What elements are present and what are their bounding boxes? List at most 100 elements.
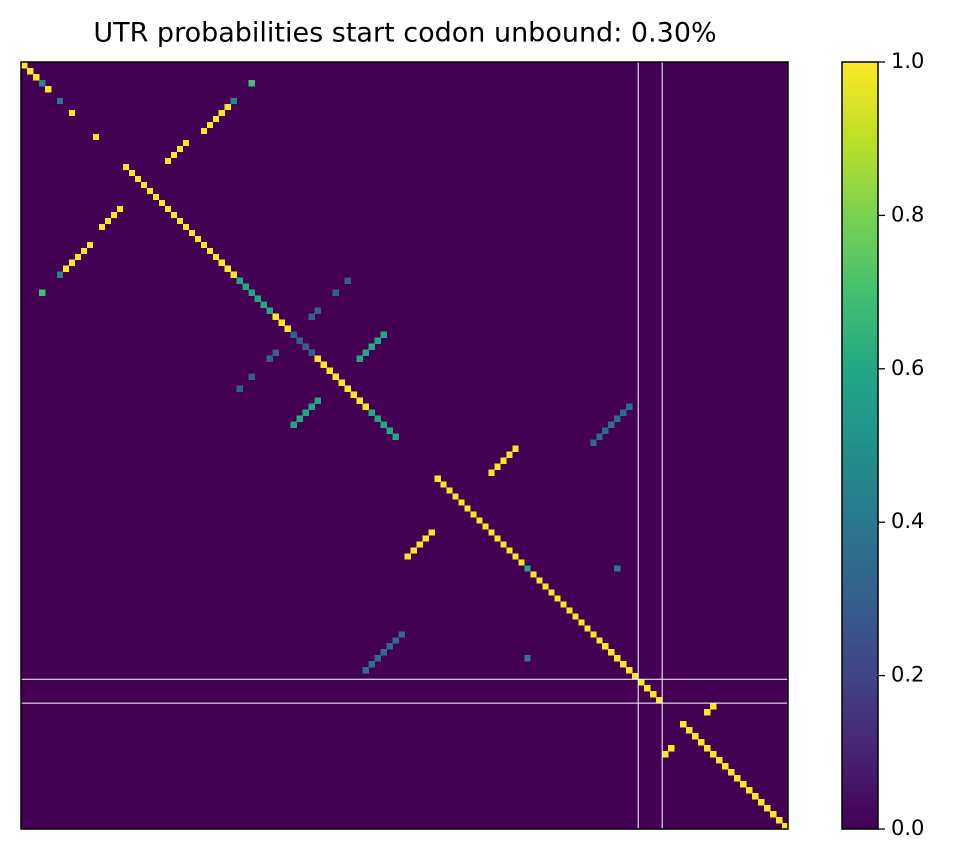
cell (200, 241, 208, 249)
cell (368, 409, 375, 416)
cell (200, 127, 208, 135)
cell (464, 505, 471, 512)
cell (440, 481, 447, 488)
cell (212, 253, 220, 261)
cell (362, 349, 369, 356)
cell (524, 565, 531, 572)
cell (116, 205, 124, 213)
cell (656, 697, 663, 704)
cell (422, 535, 429, 542)
cell (416, 541, 423, 548)
cell (590, 439, 597, 446)
cell (542, 583, 549, 590)
cell (362, 667, 369, 674)
cell (488, 469, 495, 476)
cell (704, 709, 711, 716)
cell (224, 103, 232, 111)
cell (182, 139, 190, 147)
cell (608, 649, 615, 656)
cell (518, 559, 525, 566)
cell (68, 259, 76, 267)
cell (236, 277, 244, 285)
cell (410, 451, 417, 458)
cell (320, 361, 327, 368)
cell (338, 379, 345, 386)
cell (344, 277, 351, 285)
cell (176, 145, 184, 153)
cell (278, 319, 285, 326)
cell (404, 553, 411, 560)
cell (506, 547, 513, 554)
cell (248, 289, 255, 296)
cell (614, 415, 621, 422)
cell (152, 193, 160, 201)
cell (398, 439, 405, 446)
cell (398, 631, 405, 638)
cell (92, 133, 100, 141)
cell (500, 457, 507, 464)
cell (266, 355, 273, 362)
cell (134, 175, 142, 183)
cell (410, 547, 417, 554)
cell (176, 217, 184, 225)
cell (218, 259, 226, 267)
cell (248, 373, 255, 380)
cell (290, 421, 297, 428)
cell (368, 661, 375, 668)
cell (632, 673, 639, 680)
cell (620, 409, 627, 416)
cell (566, 607, 573, 614)
cell (146, 187, 154, 195)
cell (758, 799, 765, 806)
cell (188, 229, 196, 237)
cell (98, 139, 106, 147)
cell (428, 469, 435, 476)
cell (614, 565, 621, 572)
cell (680, 721, 687, 728)
cell (68, 109, 76, 117)
cell (584, 625, 591, 632)
plot-frame (20, 61, 789, 830)
cell (206, 247, 214, 255)
colorbar-tick-label: 0.8 (891, 202, 924, 226)
cell (560, 601, 567, 608)
cell (314, 355, 321, 362)
cell (104, 145, 112, 153)
cell (572, 613, 579, 620)
cell (494, 463, 501, 470)
heatmap-cells (21, 62, 789, 830)
cell (26, 67, 34, 75)
cell (104, 217, 112, 225)
cell (770, 811, 777, 818)
cell (434, 475, 441, 482)
cell (296, 415, 303, 422)
cell (374, 337, 381, 344)
cell (422, 463, 429, 470)
cell (776, 817, 783, 824)
cell (476, 517, 483, 524)
cell (356, 355, 363, 362)
cell (230, 97, 238, 105)
cell (21, 62, 28, 69)
cell (272, 313, 279, 320)
cell (80, 121, 88, 129)
cell (716, 757, 723, 764)
colorbar-tick-label: 0.2 (891, 663, 924, 687)
cell (602, 427, 609, 434)
cell (506, 451, 513, 458)
cell (344, 385, 351, 392)
cell (236, 385, 244, 392)
cell (56, 97, 64, 105)
cell (548, 589, 555, 596)
cell (170, 211, 178, 219)
cell (74, 253, 82, 261)
cell (164, 157, 172, 165)
cell (32, 73, 40, 81)
cell (512, 553, 519, 560)
cell (710, 703, 717, 710)
cell (536, 577, 543, 584)
cell (590, 631, 597, 638)
cell (404, 445, 411, 452)
cell (764, 805, 771, 812)
